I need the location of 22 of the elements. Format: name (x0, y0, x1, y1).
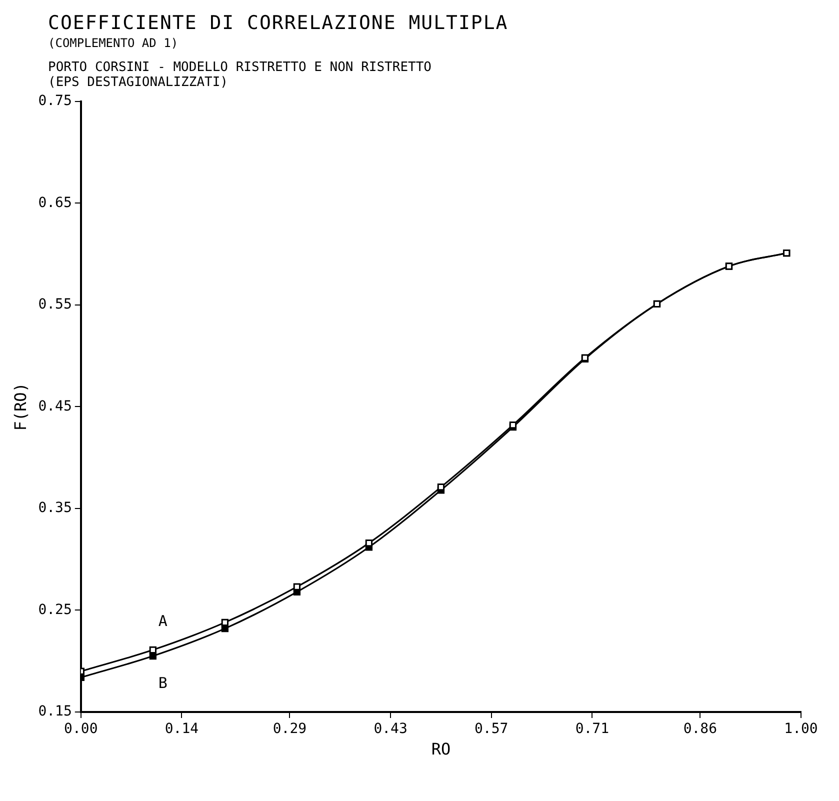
y-tick-label: 0.55 (38, 296, 72, 313)
y-axis-title: F(RO) (10, 382, 30, 431)
x-tick-label: 0.14 (164, 721, 199, 738)
y-tick-label: 0.45 (38, 398, 72, 414)
x-tick-label: 0.57 (474, 721, 508, 738)
x-tick-label: 0.29 (272, 721, 307, 738)
series-label: B (158, 674, 168, 692)
y-tick-label: 0.15 (38, 704, 72, 720)
text: PORTO CORSINI - MODELLO RISTRETTO E NON RISTRETTO (EPS DESTAGIONALIZZATI) (48, 60, 433, 90)
y-tick-label: 0.65 (38, 194, 72, 211)
y-tick-label: 0.35 (38, 500, 72, 516)
y-tick-label: 0.25 (38, 602, 72, 618)
y-tick-label: 0.75 (38, 93, 72, 110)
x-tick-label: 0.86 (683, 721, 718, 738)
x-tick-label: 0.00 (64, 721, 98, 738)
chart-subtitle: (COMPLEMENTO AD 1) (48, 36, 180, 50)
x-tick-label: 1.00 (784, 721, 818, 738)
x-axis-title: RO (431, 740, 451, 759)
x-tick-label: 0.43 (374, 721, 408, 738)
series-label: A (158, 612, 168, 630)
chart-title: COEFFICIENTE DI CORRELAZIONE MULTIPLA (48, 12, 510, 34)
x-tick-label: 0.71 (575, 721, 610, 738)
